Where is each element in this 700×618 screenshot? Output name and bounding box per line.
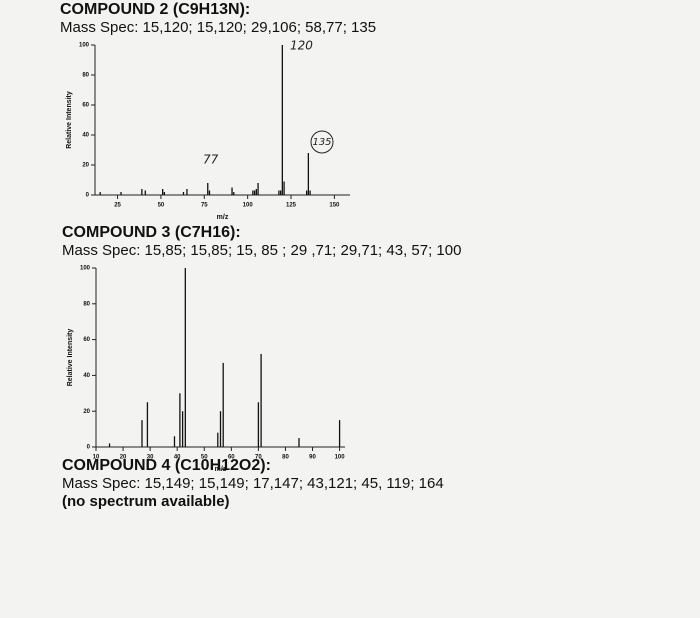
x-tick-label: 100 (335, 455, 346, 461)
x-tick-label: 50 (201, 455, 208, 461)
x-tick-label: 25 (114, 203, 121, 209)
compound-title: COMPOUND 4 (C10H12O2): (62, 457, 271, 474)
x-axis-label: m/z (215, 466, 227, 473)
x-tick-label: 100 (243, 203, 254, 209)
x-tick-label: 30 (147, 455, 154, 461)
x-tick-label: 90 (309, 455, 316, 461)
x-tick-label: 10 (93, 455, 100, 461)
note: (no spectrum available) (62, 493, 230, 510)
annotation: 77 (203, 153, 219, 167)
y-tick-label: 0 (86, 193, 90, 199)
y-tick-label: 60 (82, 103, 89, 109)
x-tick-label: 150 (329, 203, 340, 209)
x-tick-label: 20 (120, 455, 127, 461)
y-tick-label: 20 (83, 409, 90, 415)
mass-spec: Mass Spec: 15,120; 15,120; 29,106; 58,77… (60, 19, 376, 36)
y-tick-label: 80 (82, 73, 89, 79)
annotation: 135 (312, 137, 331, 148)
circle-mark (310, 130, 334, 154)
x-tick-label: 50 (158, 203, 165, 209)
x-tick-label: 60 (228, 455, 235, 461)
x-tick-label: 80 (282, 455, 289, 461)
compound-title: COMPOUND 3 (C7H16): (62, 224, 241, 241)
x-tick-label: 125 (286, 203, 297, 209)
y-tick-label: 60 (83, 337, 90, 343)
y-axis-label: Relative Intensity (66, 91, 73, 149)
y-tick-label: 20 (82, 163, 89, 169)
y-tick-label: 40 (83, 373, 90, 379)
x-axis-label: m/z (217, 214, 229, 221)
compound-title: COMPOUND 2 (C9H13N): (60, 1, 250, 18)
mass-spec: Mass Spec: 15,149; 15,149; 17,147; 43,12… (62, 475, 444, 492)
x-tick-label: 70 (255, 455, 262, 461)
mass-spec: Mass Spec: 15,85; 15,85; 15, 85 ; 29 ,71… (62, 242, 461, 259)
x-tick-label: 40 (174, 455, 181, 461)
y-tick-label: 40 (82, 133, 89, 139)
y-tick-label: 100 (79, 43, 90, 49)
annotation: 120 (290, 39, 313, 53)
x-tick-label: 75 (201, 203, 208, 209)
y-tick-label: 0 (87, 445, 91, 451)
y-axis-label: Relative Intensity (67, 329, 74, 387)
y-tick-label: 100 (80, 266, 91, 272)
y-tick-label: 80 (83, 301, 90, 307)
